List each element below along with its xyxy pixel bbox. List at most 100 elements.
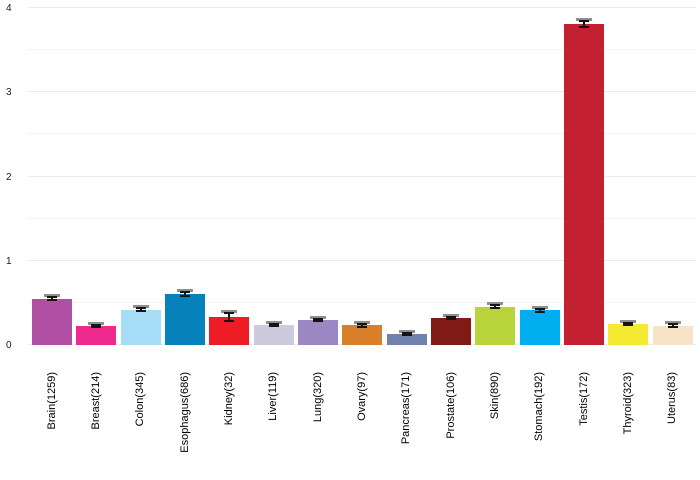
- gridline: [28, 7, 696, 8]
- bar-slot: [385, 0, 429, 345]
- x-label-pancreas: Pancreas(171): [400, 372, 413, 445]
- x-label-breast: Breast(214): [89, 372, 102, 430]
- bar-slot: [30, 0, 74, 345]
- x-label-slot: Brain(1259): [30, 372, 74, 476]
- gridline: [28, 133, 696, 135]
- x-label-slot: Colon(345): [119, 372, 163, 476]
- x-label-slot: Liver(119): [252, 372, 296, 476]
- error-bar: [620, 319, 637, 326]
- bar-slot: [651, 0, 695, 345]
- bar-uterus: [652, 325, 693, 345]
- error-bar-bottom-whisker: [91, 325, 102, 328]
- error-bar-line: [139, 308, 142, 312]
- bar-breast: [76, 325, 117, 345]
- x-label-slot: Kidney(32): [207, 372, 251, 476]
- error-bar-upper-cap: [177, 288, 194, 292]
- error-bar-bottom-whisker: [446, 318, 457, 321]
- error-bar: [664, 320, 681, 329]
- bars-container: [30, 0, 695, 345]
- bar-lung: [298, 319, 339, 345]
- x-label-kidney: Kidney(32): [222, 372, 235, 426]
- y-axis-tick-label: 2: [6, 171, 12, 183]
- gridline: [28, 175, 696, 177]
- x-label-uterus: Uterus(83): [666, 372, 679, 424]
- error-bar-upper-cap: [354, 320, 371, 324]
- y-axis-tick-label: 3: [6, 87, 12, 99]
- error-bar: [132, 305, 149, 313]
- bar-skin: [475, 306, 516, 345]
- error-bar-line: [317, 318, 320, 321]
- error-bar: [310, 315, 327, 322]
- y-axis-tick-label: 0: [6, 340, 12, 352]
- x-label-slot: Skin(890): [473, 372, 517, 476]
- error-bar-bottom-whisker: [268, 325, 279, 328]
- error-bar-bottom-whisker: [224, 320, 235, 323]
- error-bar-line: [184, 291, 187, 296]
- error-bar-line: [51, 297, 54, 301]
- gridline: [28, 91, 696, 93]
- error-bar-line: [361, 323, 364, 327]
- x-label-stomach: Stomach(192): [533, 372, 546, 442]
- x-label-slot: Pancreas(171): [385, 372, 429, 476]
- x-axis-labels: Brain(1259) Breast(214) Colon(345) Esophagu…: [30, 372, 695, 476]
- bar-slot: [473, 0, 517, 345]
- error-bar-upper-cap: [265, 320, 282, 324]
- bar-slot: [207, 0, 251, 345]
- error-bar-upper-cap: [88, 321, 105, 325]
- error-bar-upper-cap: [398, 329, 415, 333]
- error-bar-bottom-whisker: [357, 325, 368, 328]
- error-bar: [265, 320, 282, 328]
- gridline: [28, 301, 696, 303]
- bar-colon: [120, 309, 161, 345]
- x-label-ovary: Ovary(97): [355, 372, 368, 421]
- error-bar-line: [272, 323, 275, 327]
- bar-prostate: [431, 318, 472, 345]
- plot-area: 0 1 2 3 4: [6, 0, 696, 351]
- error-bar: [354, 320, 371, 328]
- bar-pancreas: [386, 334, 427, 345]
- y-axis-tick-label: 1: [6, 255, 12, 267]
- error-bar-line: [228, 313, 231, 322]
- error-bar-bottom-whisker: [579, 26, 590, 29]
- bar-ovary: [342, 325, 383, 345]
- x-label-slot: Prostate(106): [429, 372, 473, 476]
- bar-liver: [253, 324, 294, 345]
- error-bar-bottom-whisker: [534, 311, 545, 314]
- error-bar-bottom-whisker: [47, 299, 58, 302]
- x-label-thyroid: Thyroid(323): [621, 372, 634, 435]
- bar-slot: [562, 0, 606, 345]
- error-bar-bottom-whisker: [623, 323, 634, 326]
- error-bar-upper-cap: [443, 314, 460, 318]
- error-bar: [177, 288, 194, 297]
- gridline: [28, 49, 696, 51]
- bar-slot: [119, 0, 163, 345]
- bar-brain: [32, 298, 73, 345]
- x-label-esophagus: Esophagus(686): [178, 372, 191, 453]
- gridline: [28, 217, 696, 219]
- bar-slot: [606, 0, 650, 345]
- x-label-slot: Esophagus(686): [163, 372, 207, 476]
- bar-slot: [340, 0, 384, 345]
- x-label-slot: Testis(172): [562, 372, 606, 476]
- error-bar-upper-cap: [487, 302, 504, 306]
- x-label-prostate: Prostate(106): [444, 372, 457, 439]
- bar-stomach: [519, 310, 560, 345]
- error-bar-line: [494, 305, 497, 309]
- error-bar-bottom-whisker: [667, 326, 678, 329]
- error-bar-bottom-whisker: [313, 319, 324, 322]
- error-bar-line: [538, 308, 541, 313]
- error-bar-upper-cap: [132, 305, 149, 309]
- error-bar-line: [95, 324, 98, 327]
- error-bar-bottom-whisker: [490, 307, 501, 310]
- bar-slot: [74, 0, 118, 345]
- bar-slot: [252, 0, 296, 345]
- x-label-testis: Testis(172): [577, 372, 590, 426]
- error-bar: [531, 305, 548, 314]
- gridline: [28, 259, 696, 261]
- error-bar-line: [671, 323, 674, 328]
- error-bar-line: [450, 317, 453, 320]
- x-label-colon: Colon(345): [134, 372, 147, 427]
- error-bar-upper-cap: [44, 294, 61, 297]
- x-label-lung: Lung(320): [311, 372, 324, 423]
